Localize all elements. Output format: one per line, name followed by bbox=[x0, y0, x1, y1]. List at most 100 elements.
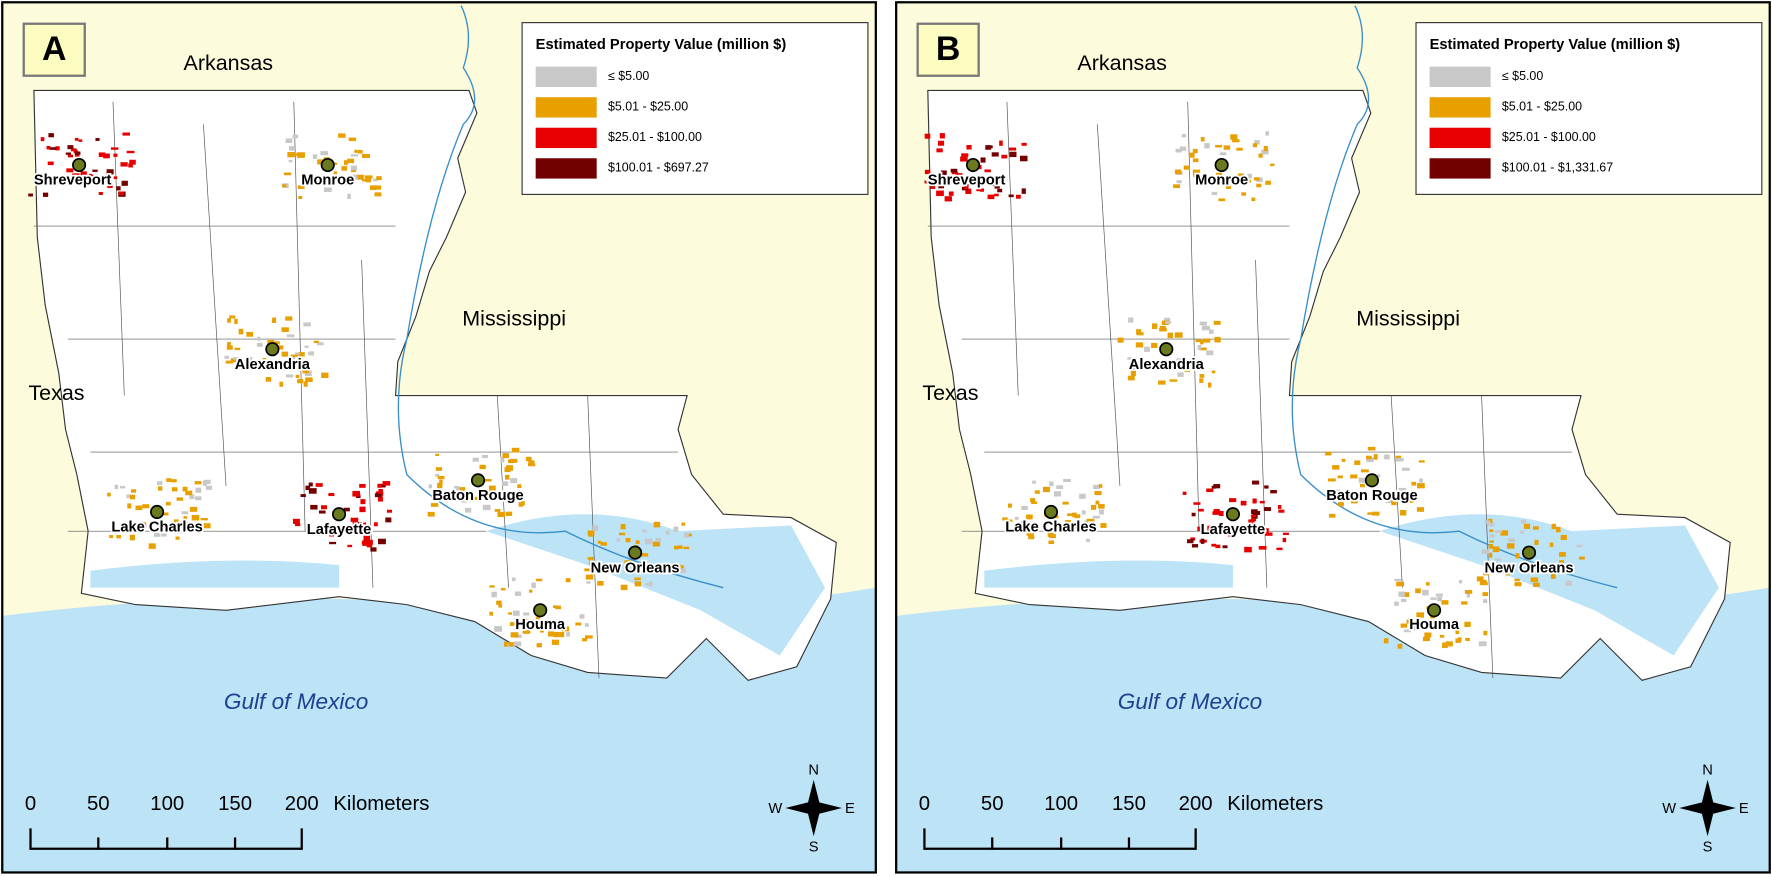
property-patch bbox=[635, 540, 640, 544]
property-patch bbox=[435, 467, 443, 471]
property-patch bbox=[1199, 321, 1207, 326]
property-patch bbox=[924, 169, 931, 175]
property-patch bbox=[1025, 514, 1033, 520]
property-patch bbox=[276, 345, 284, 350]
property-patch bbox=[1156, 366, 1160, 371]
compass-rose bbox=[785, 779, 842, 837]
property-patch bbox=[1173, 184, 1180, 189]
property-patch bbox=[166, 478, 172, 482]
property-patch bbox=[163, 526, 171, 532]
legend-label: $5.01 - $25.00 bbox=[1502, 100, 1582, 114]
city-label: Shreveport bbox=[34, 173, 112, 189]
property-patch bbox=[185, 490, 193, 496]
property-patch bbox=[113, 176, 118, 180]
property-patch bbox=[1261, 149, 1269, 155]
property-patch bbox=[924, 133, 931, 139]
property-patch bbox=[585, 574, 594, 580]
property-patch bbox=[1359, 483, 1365, 488]
property-patch bbox=[1021, 142, 1027, 146]
property-patch bbox=[195, 487, 202, 493]
property-patch bbox=[960, 156, 968, 162]
property-patch bbox=[634, 577, 641, 581]
city-dot bbox=[1364, 473, 1380, 488]
property-patch bbox=[175, 536, 180, 540]
compass-rose bbox=[1679, 779, 1736, 837]
property-patch bbox=[1191, 512, 1196, 517]
scale-tick-label: 0 bbox=[25, 793, 36, 815]
property-patch bbox=[1559, 552, 1566, 557]
property-patch bbox=[518, 502, 524, 507]
city-dot bbox=[1043, 504, 1059, 520]
property-patch bbox=[1559, 570, 1563, 574]
state-label: Arkansas bbox=[1077, 51, 1167, 75]
property-patch bbox=[1026, 532, 1034, 536]
property-patch bbox=[203, 480, 208, 486]
property-patch bbox=[122, 132, 130, 136]
property-patch bbox=[1416, 612, 1425, 618]
property-patch bbox=[1418, 460, 1425, 463]
property-patch bbox=[1402, 467, 1410, 471]
property-patch bbox=[1461, 601, 1468, 605]
legend-swatch bbox=[1429, 97, 1491, 118]
property-patch bbox=[344, 181, 353, 186]
property-patch bbox=[620, 584, 628, 591]
property-patch bbox=[1181, 134, 1186, 138]
compass-s: S bbox=[809, 839, 819, 855]
property-patch bbox=[938, 182, 945, 189]
property-patch bbox=[1028, 535, 1035, 540]
property-patch bbox=[70, 148, 77, 152]
city-dot bbox=[533, 603, 548, 618]
legend-label: $25.01 - $100.00 bbox=[608, 130, 702, 144]
property-patch bbox=[295, 374, 300, 379]
property-patch bbox=[985, 145, 992, 150]
property-patch bbox=[1222, 545, 1228, 549]
property-patch bbox=[1483, 572, 1490, 576]
property-patch bbox=[965, 179, 971, 183]
property-patch bbox=[1030, 498, 1036, 503]
property-patch bbox=[1063, 478, 1071, 483]
property-patch bbox=[1158, 380, 1166, 385]
property-patch bbox=[1081, 510, 1086, 515]
city-label: Monroe bbox=[301, 173, 354, 189]
property-patch bbox=[1492, 546, 1500, 553]
property-patch bbox=[203, 479, 211, 485]
property-patch bbox=[1276, 547, 1283, 551]
property-patch bbox=[1211, 543, 1217, 547]
scale-unit: Kilometers bbox=[1227, 793, 1323, 815]
property-patch bbox=[1214, 336, 1221, 343]
property-patch bbox=[64, 179, 70, 183]
property-patch bbox=[566, 632, 570, 637]
property-patch bbox=[1192, 148, 1198, 154]
property-patch bbox=[976, 188, 984, 192]
property-patch bbox=[1251, 197, 1256, 202]
property-patch bbox=[1371, 494, 1376, 498]
property-patch bbox=[1534, 539, 1539, 545]
property-patch bbox=[497, 512, 505, 518]
property-patch bbox=[1478, 641, 1487, 647]
property-patch bbox=[1549, 542, 1554, 547]
property-patch bbox=[509, 622, 515, 626]
map-panel: A Estimated Property Value (million $) ≤ $… bbox=[1, 1, 877, 874]
property-patch bbox=[74, 151, 81, 155]
property-patch bbox=[1390, 494, 1396, 498]
property-patch bbox=[286, 334, 295, 338]
city-label: Baton Rouge bbox=[1326, 488, 1417, 504]
property-patch bbox=[1265, 131, 1269, 136]
property-patch bbox=[116, 535, 121, 539]
property-patch bbox=[1556, 526, 1561, 533]
property-patch bbox=[1190, 537, 1196, 541]
property-patch bbox=[1565, 580, 1572, 586]
property-patch bbox=[357, 149, 363, 154]
property-patch bbox=[999, 140, 1003, 146]
property-patch bbox=[1346, 495, 1351, 498]
property-patch bbox=[1362, 477, 1366, 484]
property-patch bbox=[163, 512, 169, 516]
property-patch bbox=[1445, 641, 1453, 647]
property-patch bbox=[600, 568, 606, 573]
property-patch bbox=[1232, 139, 1240, 143]
scale-tick-label: 150 bbox=[218, 793, 252, 815]
property-patch bbox=[285, 374, 294, 378]
property-patch bbox=[279, 381, 284, 387]
property-patch bbox=[1211, 191, 1218, 195]
property-patch bbox=[1218, 198, 1226, 202]
